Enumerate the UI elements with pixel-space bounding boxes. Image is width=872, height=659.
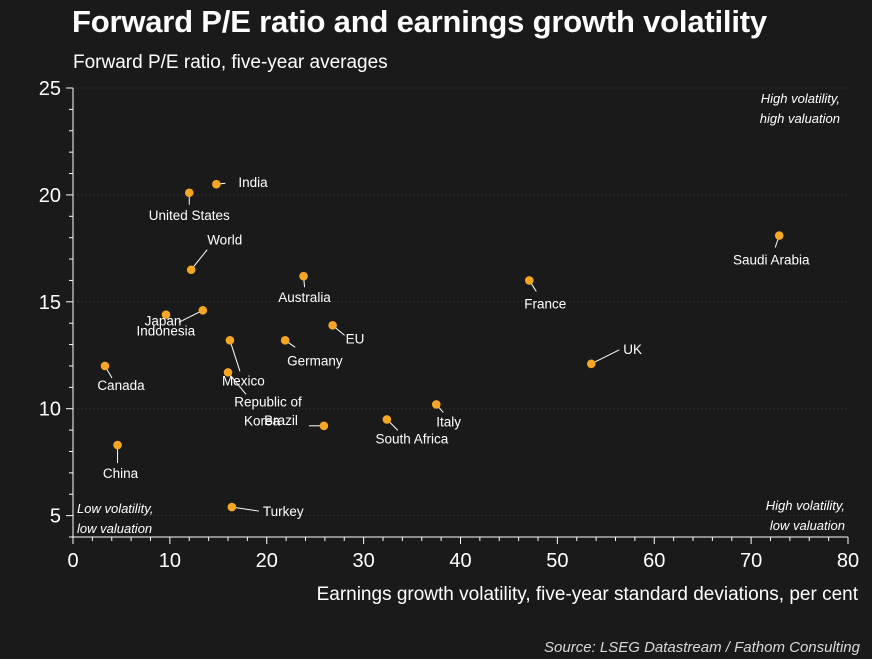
point-republic-of-korea	[223, 368, 233, 377]
annotation-top-right: High volatility,	[761, 91, 840, 106]
axes	[72, 88, 848, 538]
point-indonesia	[198, 306, 208, 315]
label-japan: Japan	[145, 314, 182, 329]
label-brazil: Brazil	[264, 413, 298, 428]
point-eu	[328, 321, 337, 330]
y-tick-label: 25	[39, 78, 61, 100]
point-uk	[586, 359, 596, 369]
annotation-bottom-left: Low volatility,	[77, 501, 153, 516]
label-india: India	[238, 175, 268, 190]
label-turkey: Turkey	[263, 504, 304, 519]
label-world: World	[207, 233, 242, 248]
label-france: France	[524, 296, 566, 311]
label-eu: EU	[346, 331, 365, 346]
x-tick-label: 80	[837, 550, 859, 572]
label-australia: Australia	[278, 290, 331, 305]
point-france	[524, 276, 534, 285]
quadrant-annotations: High volatility, high valuation High volat…	[77, 91, 845, 536]
point-australia	[299, 271, 308, 281]
annotation-bottom-right: low valuation	[770, 518, 845, 533]
x-tick-label: 30	[353, 550, 375, 572]
x-tick-label: 20	[256, 550, 278, 572]
y-ticks: 5 10 15 20 25	[39, 78, 73, 538]
point-china	[113, 440, 122, 450]
y-tick-label: 5	[50, 506, 61, 528]
point-saudi-arabia	[774, 231, 784, 240]
label-mexico: Mexico	[222, 373, 265, 388]
y-tick-label: 10	[39, 399, 61, 421]
leader-mexico	[229, 340, 241, 372]
x-tick-label: 50	[546, 550, 568, 572]
point-japan	[161, 310, 171, 319]
point-india	[212, 179, 221, 189]
label-south-africa: South Africa	[375, 431, 448, 446]
y-tick-label: 15	[39, 292, 61, 314]
point-united-states	[184, 188, 194, 198]
label-china: China	[103, 466, 139, 481]
chart-title: Forward P/E ratio and earnings growth vo…	[72, 4, 767, 39]
label-italy: Italy	[436, 414, 461, 429]
leader-turkey	[231, 506, 259, 512]
point-south-africa	[382, 415, 392, 424]
label-indonesia: Indonesia	[137, 323, 196, 338]
label-republic-of-korea-line2: Korea	[244, 413, 281, 428]
annotation-bottom-left: low valuation	[77, 521, 152, 536]
point-italy	[431, 400, 441, 409]
x-tick-label: 0	[67, 550, 78, 572]
point-turkey	[227, 502, 237, 512]
gridlines	[73, 87, 848, 517]
chart-subtitle: Forward P/E ratio, five-year averages	[73, 52, 388, 73]
label-uk: UK	[623, 342, 642, 357]
label-united-states: United States	[149, 208, 230, 223]
label-germany: Germany	[287, 353, 343, 368]
x-tick-label: 60	[643, 550, 665, 572]
label-saudi-arabia: Saudi Arabia	[733, 253, 810, 268]
x-axis-label: Earnings growth volatility, five-year st…	[316, 584, 858, 605]
point-world	[186, 265, 196, 275]
source-note: Source: LSEG Datastream / Fathom Consult…	[544, 639, 860, 656]
leader-lines	[104, 182, 780, 512]
point-mexico	[225, 335, 235, 345]
label-canada: Canada	[97, 378, 145, 393]
annotation-top-right: high valuation	[760, 111, 840, 126]
label-republic-of-korea: Republic of	[234, 394, 302, 409]
x-tick-label: 10	[159, 550, 181, 572]
annotation-bottom-right: High volatility,	[766, 498, 845, 513]
point-labels: India United States World Australia Saudi Ar…	[97, 175, 810, 519]
data-points	[100, 179, 784, 512]
x-tick-label: 40	[449, 550, 471, 572]
point-germany	[280, 335, 290, 345]
y-tick-label: 20	[39, 185, 61, 207]
x-ticks: 0 10 20 30 40 50 60 70 80	[67, 537, 859, 572]
x-tick-label: 70	[740, 550, 762, 572]
leader-republic-of-korea	[227, 372, 247, 395]
point-canada	[100, 361, 110, 371]
leader-uk	[591, 349, 620, 365]
leader-indonesia	[178, 309, 204, 323]
point-brazil	[319, 421, 329, 431]
